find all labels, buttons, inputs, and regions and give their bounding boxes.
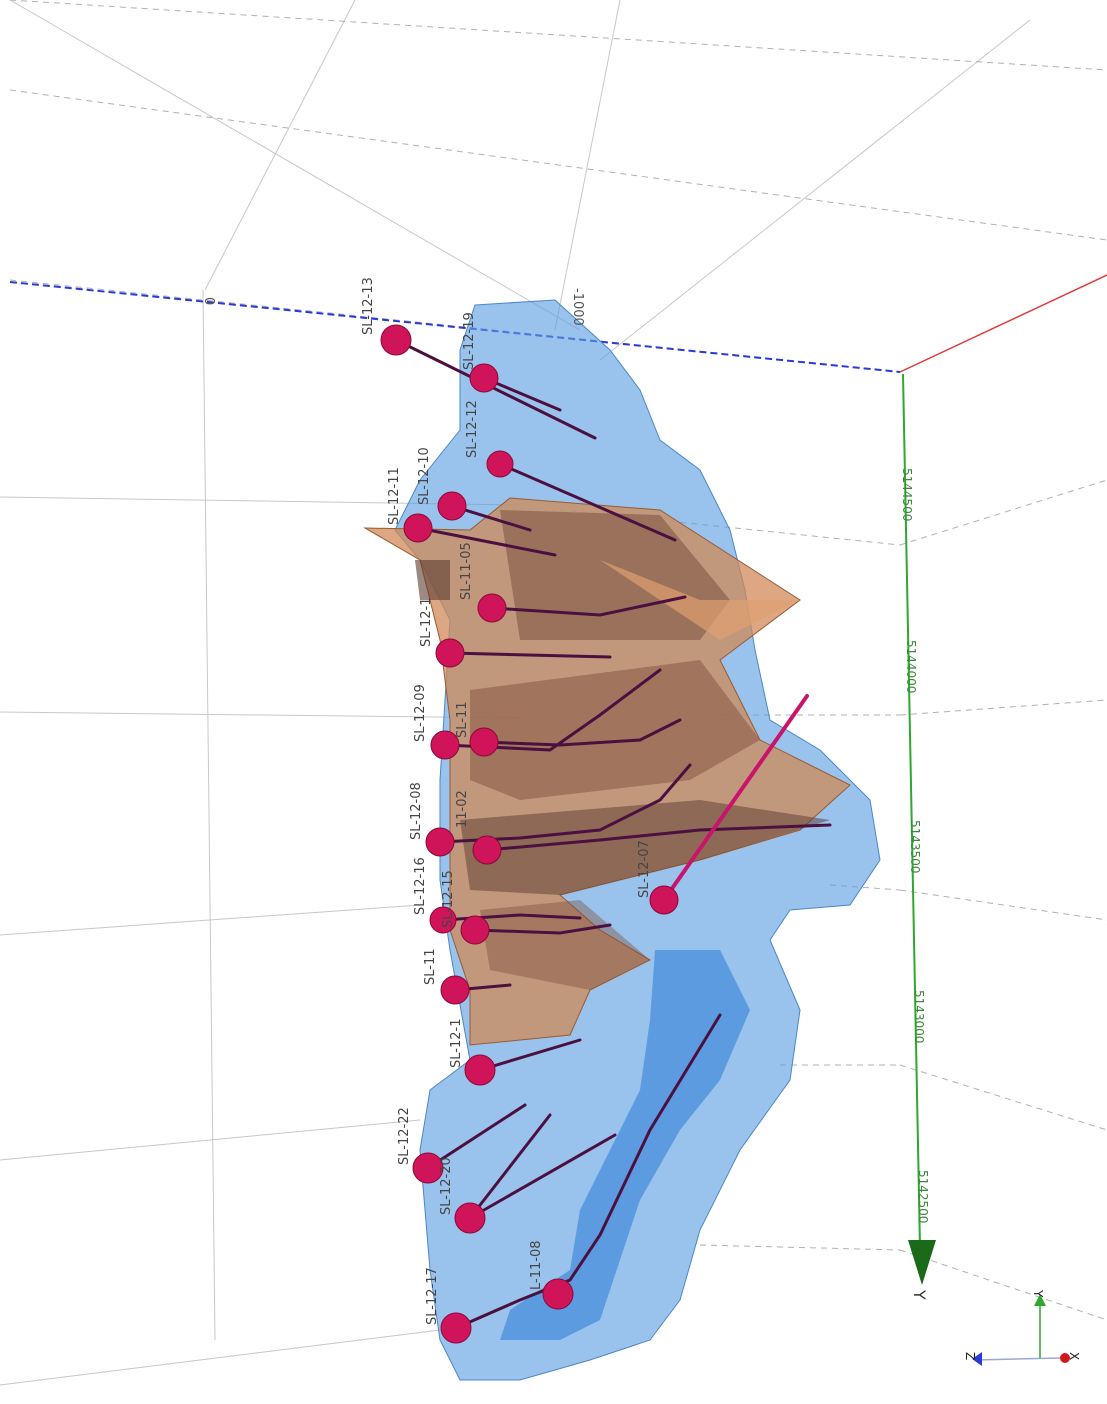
drill-label: SL-12-10 [417,447,432,505]
y-axis-arrowhead [908,1240,936,1285]
collar-sl-12-13 [380,324,412,356]
y-tick-label: 5143500 [908,820,922,873]
z-axis-line [9,281,901,373]
drill-label: SL-12-22 [397,1107,412,1165]
orientation-triad: Z Y X [963,1289,1081,1366]
drill-label: SL-11 [423,949,438,986]
collar-sl-12-17 [440,1312,472,1344]
drill-label: SL-12-1 [419,598,434,647]
collar-sl-12-15 [460,915,490,945]
drill-labels: SL-12-13 SL-12-19 SL-12-12 SL-12-10 SL-1… [361,277,652,1325]
y-arrow-icon [1034,1294,1046,1306]
grid-solid [0,0,1031,1386]
collar-sl-12-07 [649,885,679,915]
triad-x-label: X [1067,1352,1081,1360]
collar-sl-12-1a [435,638,465,668]
y-tick-label: 5144500 [900,468,914,521]
collar-sl-11-05 [477,593,507,623]
y-tick-label: 5144000 [904,640,918,693]
drill-label: SL-12-12 [465,400,480,458]
drill-label: SL-11 [455,702,470,739]
drill-label: SL-12-11 [387,467,402,525]
orange-solid [363,497,851,1046]
drill-label: L-11-08 [529,1241,544,1290]
drill-label: SL-12-17 [425,1267,440,1325]
collar-sl-12-11 [403,513,433,543]
drill-label: 11-02 [455,790,470,828]
inner-zone [500,950,750,1340]
y-tick-label: 5143000 [912,990,926,1043]
drill-label: SL-12-15 [441,870,456,928]
collar-sl-12-12 [486,450,514,478]
grid-label-0: 0 [201,297,216,305]
collar-sl-12-20 [454,1202,486,1234]
drill-label: SL-12-1 [449,1019,464,1068]
collar-sl-12-1b [464,1054,496,1086]
collar-sl-12-10 [437,491,467,521]
drill-label: SL-12-13 [361,277,376,335]
collar-sl-11a [469,727,499,757]
drill-traces [394,338,832,1330]
grid-dashed [9,0,1107,1321]
drill-label: SL-12-08 [409,782,424,840]
collar-sl-12-08 [425,827,455,857]
drill-label: SL-12-16 [413,857,428,915]
collar-11-02 [472,835,502,865]
x-axis-line [899,274,1107,373]
drill-label: SL-11-05 [459,542,474,600]
collar-l-11-08 [542,1278,574,1310]
grid-label-1000: -1000 [570,288,585,326]
drill-label: SL-12-19 [462,312,477,370]
y-axis-title: Y [910,1289,929,1300]
x-origin-icon [1060,1353,1070,1363]
triad-y-label: Y [1031,1289,1045,1298]
drill-label: SL-12-20 [439,1157,454,1215]
z-arrow-icon [972,1352,982,1366]
collar-sl-11b [440,975,470,1005]
collar-sl-12-09 [430,730,460,760]
y-axis-line [902,373,921,1249]
collar-sl-12-22 [412,1152,444,1184]
drill-label: SL-12-09 [413,684,428,742]
drill-label: SL-12-07 [637,840,652,898]
triad-z-label: Z [963,1352,977,1360]
drill-collars[interactable] [380,324,679,1344]
collar-sl-12-16 [429,906,457,934]
collar-sl-12-19 [469,363,499,393]
y-tick-label: 5142500 [916,1170,930,1223]
